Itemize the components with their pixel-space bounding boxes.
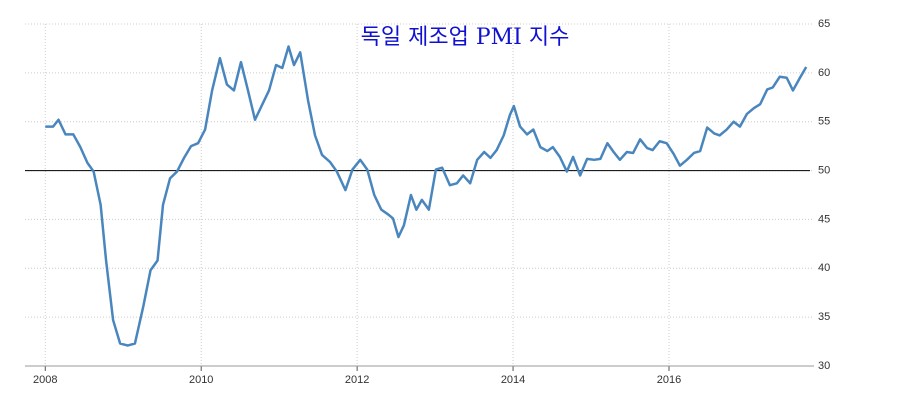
x-tick-label: 2012 [345,374,369,386]
data-line [45,45,808,347]
y-tick-label: 55 [818,116,830,128]
x-tick-label: 2016 [657,374,681,386]
x-tick-label: 2010 [189,374,213,386]
y-tick-label: 30 [818,360,830,372]
y-tick-label: 60 [818,67,830,79]
y-tick-label: 45 [818,213,830,225]
y-tick-label: 35 [818,311,830,323]
y-tick-label: 40 [818,262,830,274]
x-tick-label: 2008 [33,374,57,386]
chart-title: 독일 제조업 PMI 지수 [361,25,570,50]
y-tick-label: 65 [818,18,830,30]
y-tick-label: 50 [818,164,830,176]
x-tick-label: 2014 [501,374,525,386]
